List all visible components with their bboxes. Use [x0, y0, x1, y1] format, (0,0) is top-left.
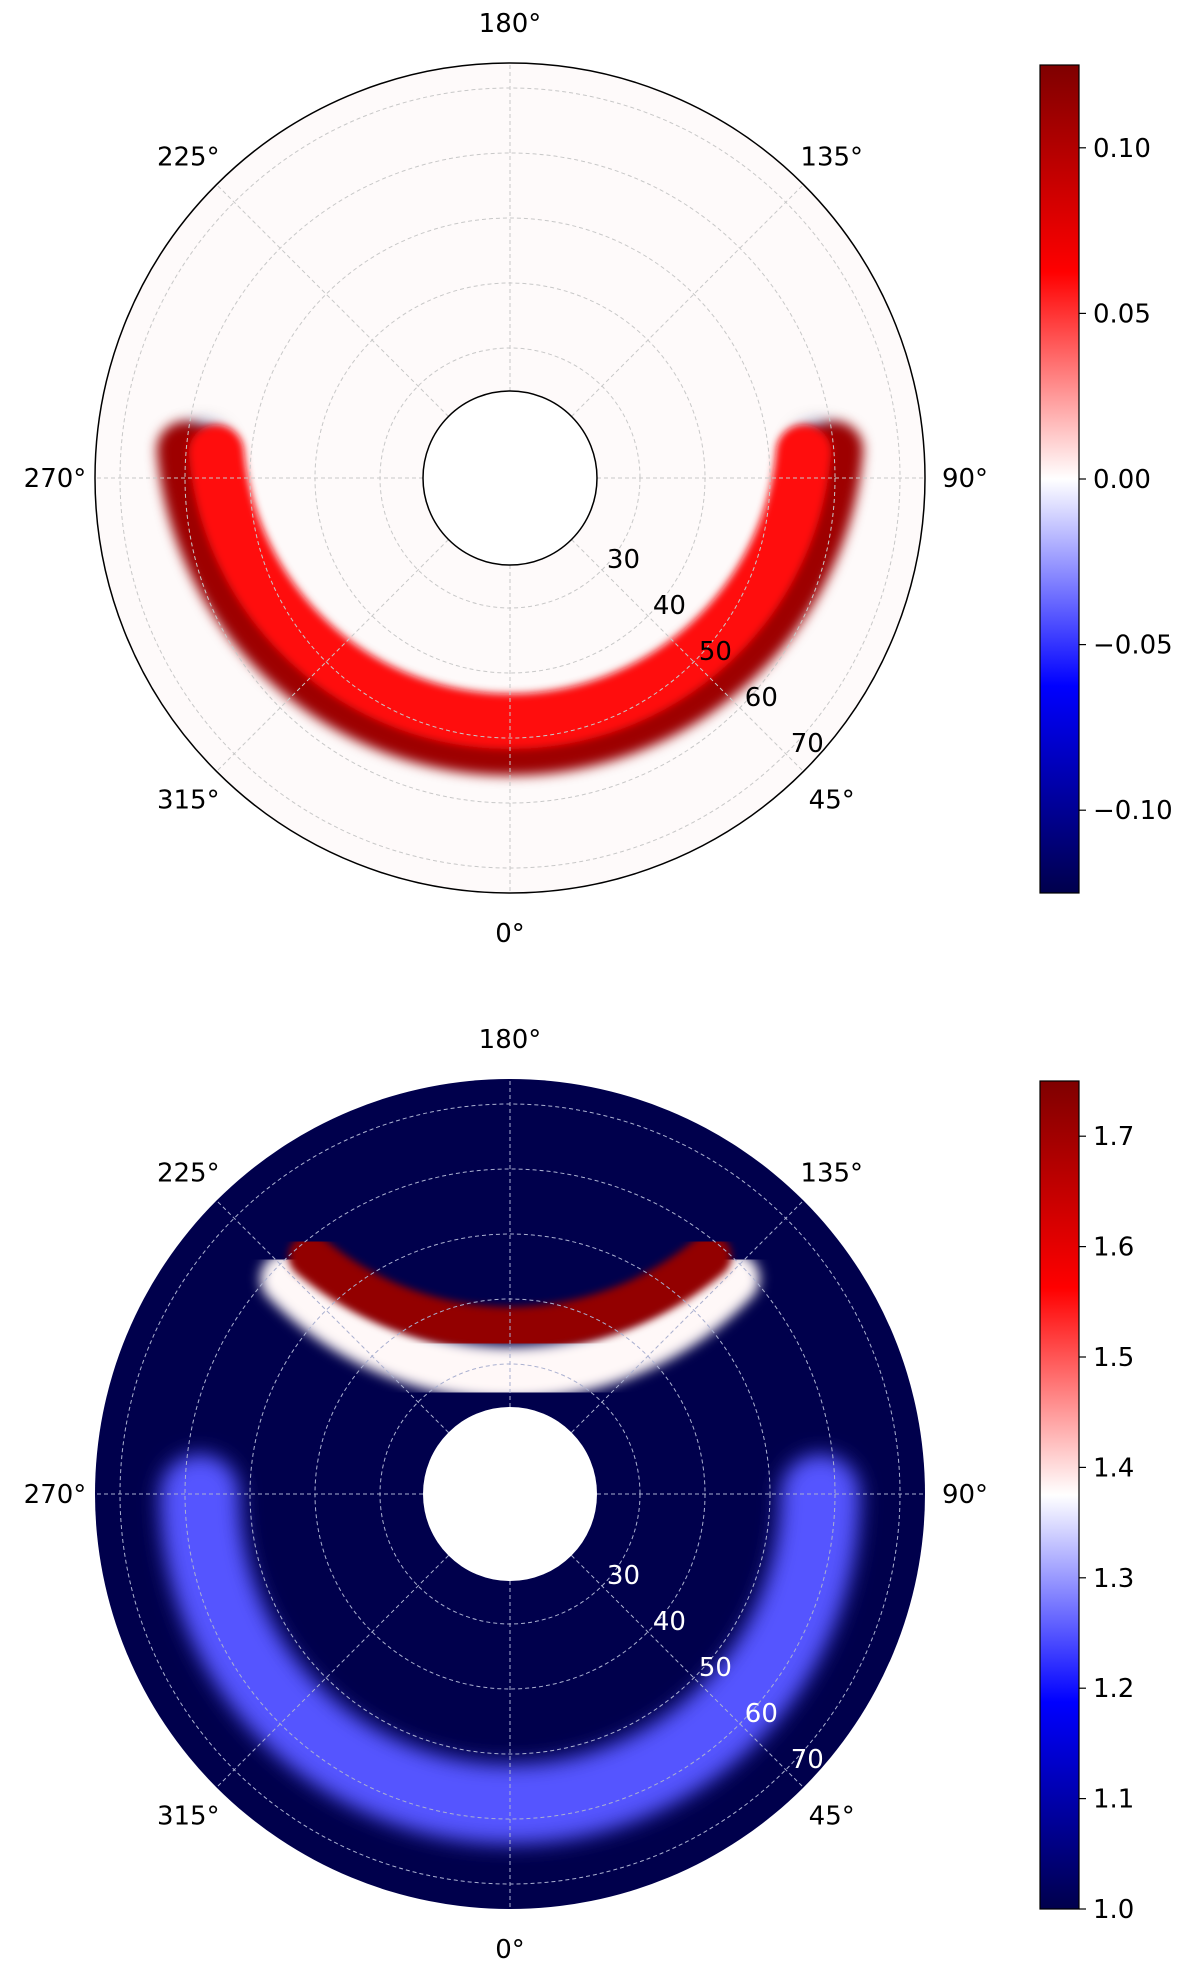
theta-tick-label: 45°: [809, 1802, 855, 1832]
theta-tick-label: 135°: [800, 142, 863, 172]
theta-grid-line: [571, 1555, 804, 1788]
colorbar-tick-label: 1.0: [1093, 1895, 1134, 1925]
r-tick-label: 50: [699, 637, 732, 667]
r-tick-label: 50: [699, 1653, 732, 1683]
colorbar: 1.0 1.1 1.2 1.3 1.4 1.5 1.6 1.7: [1039, 1080, 1134, 1925]
colorbar-tick-label: 1.6: [1093, 1233, 1134, 1263]
r-tick-label: 30: [607, 1561, 640, 1591]
r-tick-label: 60: [745, 683, 778, 713]
theta-tick-label: 135°: [800, 1158, 863, 1188]
theta-grid-line: [216, 539, 449, 772]
r-tick-label: 40: [653, 591, 686, 621]
r-tick-label: 30: [607, 545, 640, 575]
theta-tick-label: 90°: [942, 1480, 988, 1510]
theta-grid-line: [571, 539, 804, 772]
outer-boundary: [94, 62, 926, 894]
colorbar-tick-label: 1.1: [1093, 1785, 1134, 1815]
theta-grid-line: [571, 1200, 804, 1433]
r-grid-circle: [249, 1233, 771, 1755]
theta-tick-label: 270°: [24, 464, 87, 494]
theta-tick-label: 180°: [479, 9, 542, 39]
theta-tick-label: 315°: [157, 1802, 220, 1832]
inner-hole: [422, 390, 598, 566]
theta-tick-label: 45°: [809, 786, 855, 816]
r-tick-label: 60: [745, 1699, 778, 1729]
theta-tick-label: 315°: [157, 786, 220, 816]
colorbar-tick-label: 1.5: [1093, 1343, 1134, 1373]
colorbar-tick-label: 1.3: [1093, 1564, 1134, 1594]
colorbar-tick-label: 0.10: [1093, 134, 1151, 164]
r-grid-circle: [249, 217, 771, 739]
heat-arc: [260, 1252, 760, 1400]
polar-heatmap-bottom: 0° 45° 90° 135° 180° 225° 270° 315° 30 40 50 60 70 1.…: [24, 1025, 1135, 1965]
r-tick-label: 40: [653, 1607, 686, 1637]
colorbar-tick-label: −0.10: [1093, 796, 1173, 826]
theta-tick-label: 0°: [495, 919, 525, 949]
colorbar-tick-label: 0.00: [1093, 465, 1151, 495]
colorbar-gradient: [1039, 1080, 1080, 1910]
colorbar-tick-label: 0.05: [1093, 299, 1151, 329]
heat-arc: [160, 1454, 860, 1844]
theta-tick-label: 90°: [942, 464, 988, 494]
r-tick-label: 70: [791, 729, 824, 759]
colorbar-tick-label: 1.4: [1093, 1453, 1134, 1483]
theta-tick-label: 270°: [24, 1480, 87, 1510]
theta-grid-line: [216, 1555, 449, 1788]
theta-grid-line: [216, 184, 449, 417]
theta-tick-label: 225°: [157, 1158, 220, 1188]
colorbar-tick-label: 1.7: [1093, 1122, 1134, 1152]
colorbar: −0.10 −0.05 0.00 0.05 0.10: [1039, 64, 1173, 894]
colorbar-tick-label: 1.2: [1093, 1674, 1134, 1704]
theta-grid-line: [216, 1200, 449, 1433]
theta-tick-label: 0°: [495, 1935, 525, 1965]
polar-heatmap-top: 0° 45° 90° 135° 180° 225° 270° 315° 30 40 50 60 70 −0…: [24, 9, 1173, 949]
theta-grid-line: [571, 184, 804, 417]
theta-tick-label: 180°: [479, 1025, 542, 1055]
colorbar-gradient: [1039, 64, 1080, 894]
r-tick-label: 70: [791, 1745, 824, 1775]
colorbar-tick-label: −0.05: [1093, 631, 1173, 661]
theta-tick-label: 225°: [157, 142, 220, 172]
inner-hole: [423, 1407, 597, 1581]
